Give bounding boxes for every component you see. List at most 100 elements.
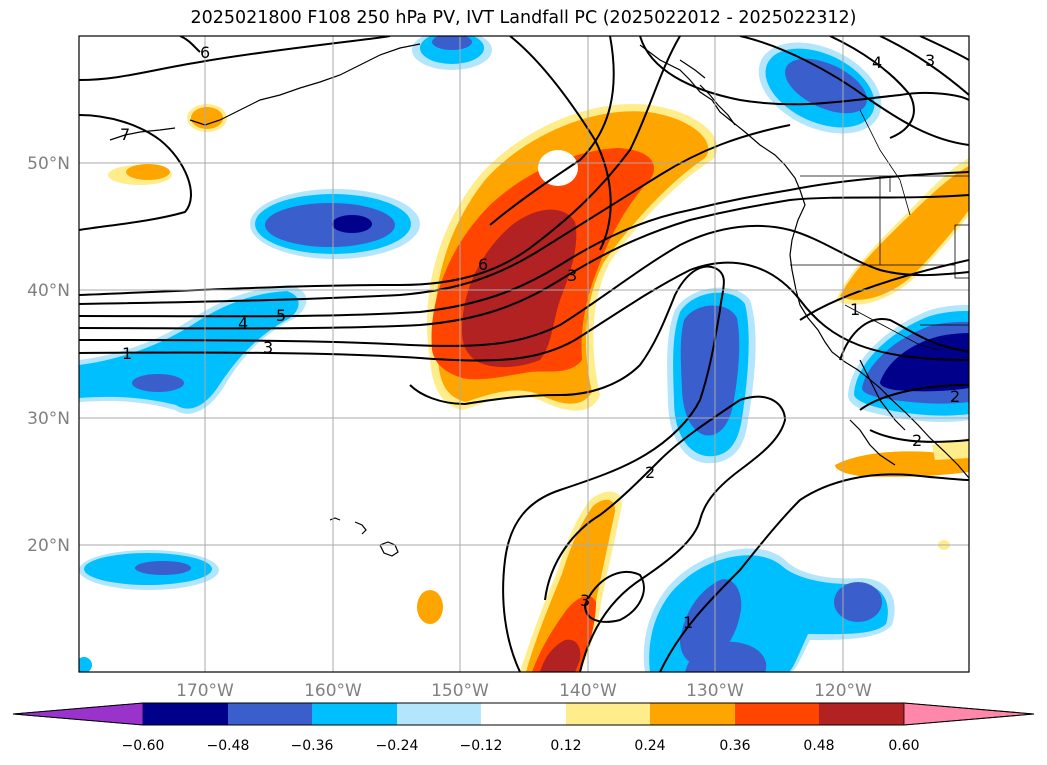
ivt-contour-line [639, 36, 969, 106]
coastline [639, 44, 969, 479]
map-title: 2025021800 F108 250 hPa PV, IVT Landfall… [190, 8, 857, 28]
colorbar-tick-label: 0.36 [719, 738, 750, 754]
pv-negative-region [332, 215, 372, 233]
colorbar-tick-label: −0.12 [460, 738, 503, 754]
pv-positive-region [932, 438, 969, 460]
ivt-contour-line [79, 114, 192, 231]
contour-label: 1 [122, 344, 132, 363]
colorbar-tick-label: −0.24 [376, 738, 419, 754]
ivt-contour-line [179, 36, 201, 53]
contour-label: 6 [200, 43, 210, 62]
colorbar-tick-label: 0.24 [634, 738, 665, 754]
pv-positive-region [540, 639, 581, 672]
lon-label: 140°W [559, 681, 617, 701]
coastline [679, 59, 706, 79]
ivt-contour-line [869, 429, 969, 443]
contour-label: 3 [580, 591, 590, 610]
pv-negative-region [834, 582, 882, 622]
colorbar-swatch [143, 703, 228, 725]
pv-positive-region [191, 107, 223, 129]
ivt-contour-line [544, 395, 787, 672]
lon-label: 170°W [176, 681, 234, 701]
colorbar-extend-max [903, 702, 1035, 726]
lat-label: 40°N [27, 281, 70, 301]
colorbar-tick-label: 0.48 [803, 738, 834, 754]
lon-label: 150°W [431, 681, 489, 701]
contour-label: 2 [950, 387, 960, 406]
ivt-contour-line [509, 36, 612, 251]
pv-positive-region [526, 499, 616, 672]
colorbar-swatch [397, 703, 481, 725]
pv-positive-region [126, 164, 170, 180]
colorbar-swatch [650, 703, 735, 725]
ivt-contour-line [79, 36, 391, 81]
colorbar-tick-label: 0.12 [550, 738, 581, 754]
contour-label: 1 [683, 613, 693, 632]
pv-negative-region [79, 657, 92, 672]
contour-label: 3 [263, 338, 273, 357]
ivt-contour-line [879, 36, 969, 96]
pv-gap [538, 150, 578, 186]
ivt-contour-line [829, 36, 915, 139]
island [329, 517, 341, 521]
ivt-contour-line [79, 224, 969, 347]
contour-labels: 6 7 5 4 3 2 1 6 3 5 4 1 2 2 3 1 4 3 2 2 [120, 43, 960, 632]
coastline [699, 84, 736, 126]
pv-negative-region [785, 58, 867, 114]
ivt-contour-line [79, 36, 681, 296]
ivt-contour-line [409, 265, 725, 672]
coastline [109, 127, 176, 141]
lon-label: 130°W [686, 681, 744, 701]
coastline [189, 43, 421, 126]
state-border [859, 109, 911, 216]
colorbar-tick-label: −0.60 [122, 738, 165, 754]
contour-label: 3 [925, 51, 935, 70]
ivt-contour-line [79, 124, 791, 305]
ivt-contour-line [583, 570, 645, 623]
island [354, 521, 367, 535]
colorbar-extend-min [12, 702, 144, 726]
colorbar-tick-label: −0.36 [291, 738, 334, 754]
island [379, 541, 399, 557]
colorbar-swatch [228, 703, 312, 725]
ivt-contour-line [859, 384, 969, 411]
lat-label: 20°N [27, 536, 70, 556]
pv-negative-region [135, 561, 191, 575]
ivt-contour-line [489, 36, 615, 226]
pv-negative-region [685, 641, 767, 672]
pv-negative-region [680, 305, 740, 436]
ivt-contour-line [659, 473, 969, 672]
lon-label: 160°W [304, 681, 362, 701]
coastline [859, 359, 906, 431]
contour-label: 7 [120, 125, 130, 144]
contour-label: 5 [276, 306, 286, 325]
colorbar: −0.60 −0.48 −0.36 −0.24 −0.12 0.12 0.24 … [12, 702, 1035, 754]
pv-negative-region [79, 291, 299, 409]
ivt-contour-layer [79, 36, 969, 672]
colorbar-swatch [481, 703, 566, 725]
colorbar-tick-label: −0.48 [207, 738, 250, 754]
ivt-contour-line [839, 318, 969, 361]
colorbar-swatch [566, 703, 650, 725]
contour-label: 6 [478, 255, 488, 274]
latitude-labels: 50°N 40°N 30°N 20°N [27, 154, 70, 556]
colorbar-swatch [735, 703, 819, 725]
coastline-layer [109, 43, 969, 557]
contour-label: 2 [645, 463, 655, 482]
colorbar-swatch [312, 703, 397, 725]
ivt-contour-line [79, 171, 969, 318]
ivt-contour-line [919, 36, 969, 61]
lat-label: 50°N [27, 154, 70, 174]
coastline [849, 419, 896, 466]
pv-negative-region [432, 36, 472, 50]
pv-positive-region [417, 590, 443, 624]
colorbar-outline [12, 702, 1035, 726]
border-layer [790, 109, 969, 351]
lat-label: 30°N [27, 409, 70, 429]
map-frame [78, 35, 970, 673]
contour-label: 1 [850, 300, 860, 319]
lon-label: 120°W [814, 681, 872, 701]
contour-label: 2 [912, 431, 922, 450]
pv-positive-region [462, 209, 577, 368]
